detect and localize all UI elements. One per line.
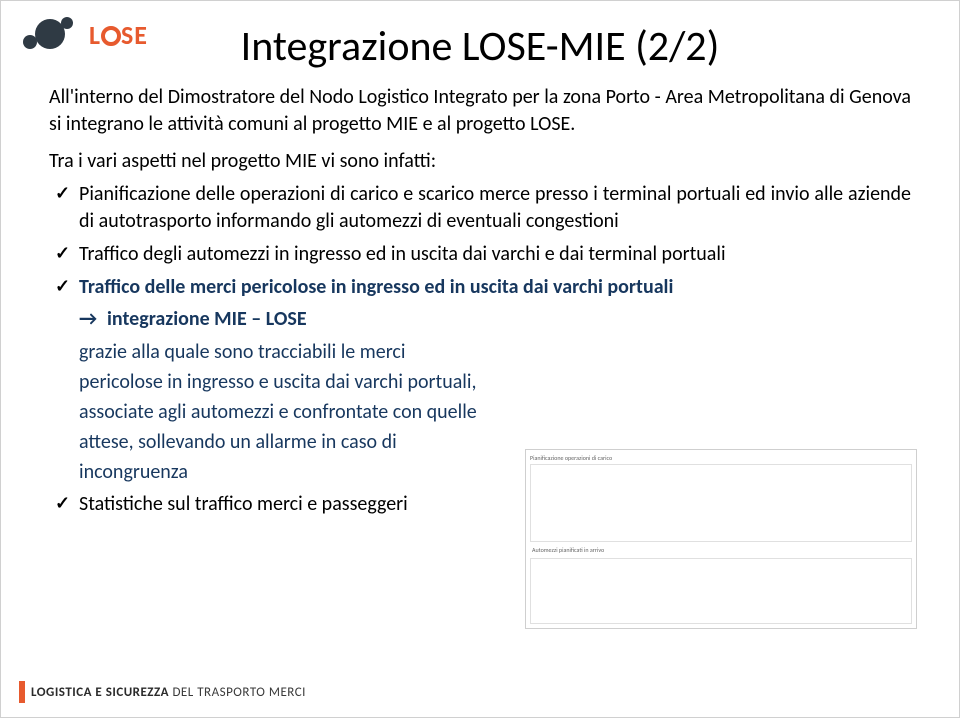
logo: LSE — [21, 15, 148, 55]
detail-text: grazie alla quale sono tracciabili le me… — [49, 337, 489, 487]
intro-paragraph: All'interno del Dimostratore del Nodo Lo… — [49, 84, 911, 138]
logo-text: LSE — [89, 19, 148, 51]
bullet-item: Traffico delle merci pericolose in ingre… — [49, 274, 911, 301]
slide-title: Integrazione LOSE-MIE (2/2) — [49, 21, 911, 72]
footer-accent-icon — [19, 681, 25, 703]
bullet-highlight: Traffico delle merci pericolose in ingre… — [79, 275, 673, 299]
footer-label: LOGISTICA E SICUREZZA DEL TRASPORTO MERC… — [31, 685, 306, 700]
logo-ring-icon — [101, 26, 121, 46]
subheading: Tra i vari aspetti nel progetto MIE vi s… — [49, 148, 911, 175]
bullet-item: Traffico degli automezzi in ingresso ed … — [49, 241, 911, 268]
footer: LOGISTICA E SICUREZZA DEL TRASPORTO MERC… — [19, 679, 306, 705]
placeholder-panel-icon — [530, 464, 912, 542]
arrow-line: integrazione MIE – LOSE — [49, 307, 911, 331]
logo-mark-icon — [21, 15, 79, 55]
screenshot-placeholder: Pianificazione operazioni di carico Auto… — [525, 449, 917, 629]
placeholder-caption-bottom: Automezzi pianificati in arrivo — [532, 546, 604, 554]
placeholder-caption-top: Pianificazione operazioni di carico — [530, 454, 612, 462]
bullet-list: Pianificazione delle operazioni di caric… — [49, 181, 911, 301]
detail-block: grazie alla quale sono tracciabili le me… — [49, 337, 489, 487]
integration-label: integrazione MIE – LOSE — [107, 307, 307, 331]
slide: LSE Integrazione LOSE-MIE (2/2) All'inte… — [0, 0, 960, 718]
bullet-item: Pianificazione delle operazioni di caric… — [49, 181, 911, 235]
placeholder-panel-icon — [530, 558, 912, 624]
